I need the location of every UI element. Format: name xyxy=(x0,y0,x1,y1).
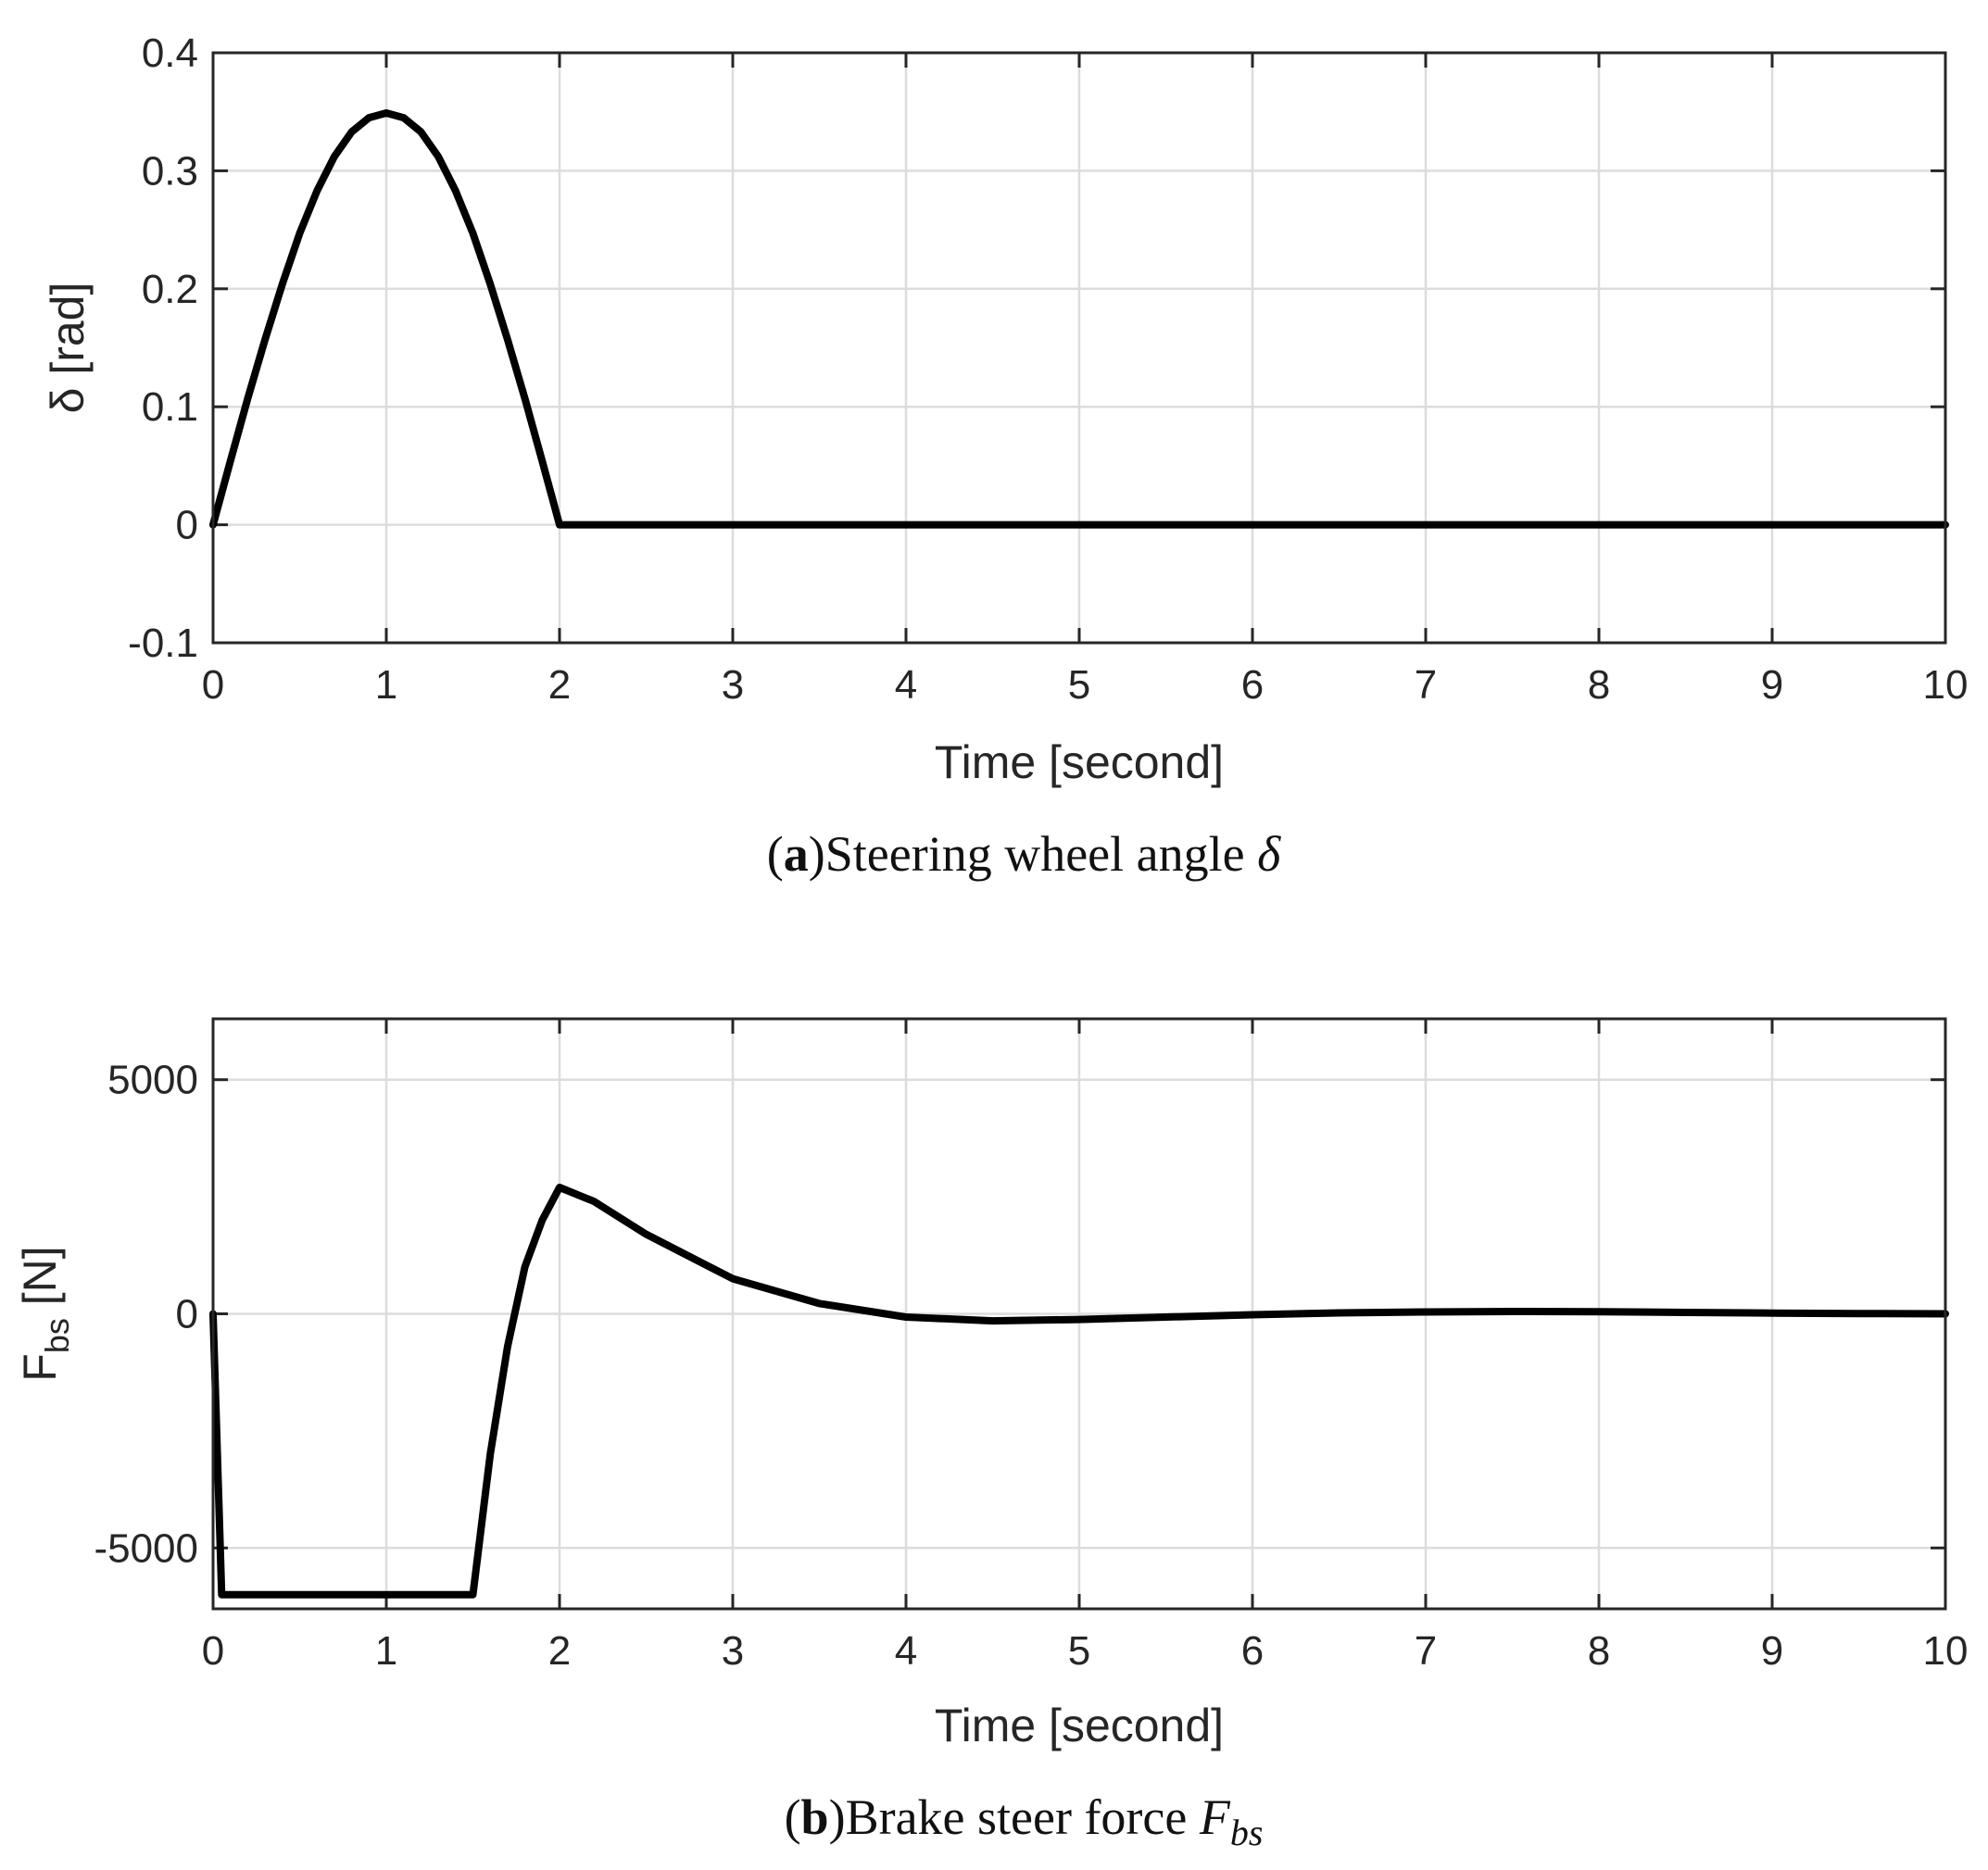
y-axis-label-b-sub: bs xyxy=(38,1318,76,1353)
x-tick-label-a: 0 xyxy=(202,662,224,708)
y-axis-label-b: Fbs [N] xyxy=(14,1246,76,1381)
y-tick-label-a: 0.3 xyxy=(142,148,198,194)
y-tick-label-a: -0.1 xyxy=(128,621,198,666)
x-tick-label-b: 5 xyxy=(1068,1628,1090,1674)
y-tick-label-b: 0 xyxy=(176,1292,198,1337)
x-tick-label-b: 3 xyxy=(722,1628,744,1674)
x-tick-label-a: 4 xyxy=(895,662,917,708)
y-tick-label-b: 5000 xyxy=(107,1058,198,1103)
y-tick-label-a: 0.1 xyxy=(142,384,198,430)
x-tick-label-b: 4 xyxy=(895,1628,917,1674)
x-tick-label-b: 6 xyxy=(1241,1628,1264,1674)
x-axis-label-a: Time [second] xyxy=(935,736,1224,788)
y-tick-label-a: 0 xyxy=(176,503,198,548)
y-tick-label-a: 0.2 xyxy=(142,267,198,312)
caption-b-text: Brake steer force xyxy=(846,1789,1188,1845)
x-axis-label-b: Time [second] xyxy=(935,1700,1224,1751)
x-tick-label-b: 1 xyxy=(375,1628,397,1674)
caption-a-text: Steering wheel angle xyxy=(825,826,1245,882)
series-b xyxy=(209,1184,1949,1599)
series-line-b xyxy=(209,1184,1949,1599)
chart-panel-a: 0 1 2 3 4 5 6 7 8 9 10-0.100.10.20.30.4 Time [seco… xyxy=(42,31,1968,882)
x-tick-label-a: 3 xyxy=(722,662,744,708)
x-tick-label-b: 9 xyxy=(1761,1628,1783,1674)
x-tick-label-b: 10 xyxy=(1923,1628,1969,1674)
x-tick-label-b: 0 xyxy=(202,1628,224,1674)
axes-box-a xyxy=(211,51,1947,645)
axes-box-b xyxy=(211,1017,1947,1611)
y-tick-label-b: -5000 xyxy=(94,1525,198,1571)
x-tick-label-a: 10 xyxy=(1923,662,1969,708)
x-tick-label-a: 5 xyxy=(1068,662,1090,708)
caption-a-tag: a xyxy=(784,826,809,882)
x-tick-label-a: 2 xyxy=(548,662,571,708)
caption-b-tag: b xyxy=(801,1789,829,1845)
caption-a: (a)Steering wheel angle δ xyxy=(767,826,1281,882)
y-axis-label-b-unit: [N] xyxy=(14,1246,66,1318)
series-a xyxy=(209,109,1949,529)
x-tick-label-b: 2 xyxy=(548,1628,571,1674)
x-tick-label-a: 1 xyxy=(375,662,397,708)
x-tick-label-a: 7 xyxy=(1415,662,1437,708)
y-tick-label-a: 0.4 xyxy=(142,31,198,76)
gridlines-a xyxy=(213,53,1945,643)
x-tick-label-a: 8 xyxy=(1588,662,1610,708)
y-axis-label-a: δ [rad] xyxy=(42,282,94,414)
y-axis-label-b-main: F xyxy=(14,1353,66,1382)
x-tick-label-a: 9 xyxy=(1761,662,1783,708)
tick-labels-a: 0 1 2 3 4 5 6 7 8 9 10-0.100.10.20.30.4 xyxy=(128,31,1968,708)
caption-a-symbol: δ xyxy=(1257,826,1281,882)
x-tick-label-b: 7 xyxy=(1415,1628,1437,1674)
caption-b-symbol-sub: bs xyxy=(1230,1812,1264,1853)
ticks-b xyxy=(211,1019,1947,1609)
x-tick-label-b: 8 xyxy=(1588,1628,1610,1674)
tick-labels-b: 0 1 2 3 4 5 6 7 8 9 10 -5000 0 5000 xyxy=(94,1058,1968,1674)
caption-b-symbol: F xyxy=(1199,1789,1231,1845)
series-line-a xyxy=(209,109,1949,529)
chart-panel-b: 0 1 2 3 4 5 6 7 8 9 10 -5000 0 5000 Time [second] Fbs… xyxy=(14,1017,1968,1853)
caption-b: (b)Brake steer force Fbs xyxy=(785,1789,1264,1853)
x-tick-label-a: 6 xyxy=(1241,662,1264,708)
